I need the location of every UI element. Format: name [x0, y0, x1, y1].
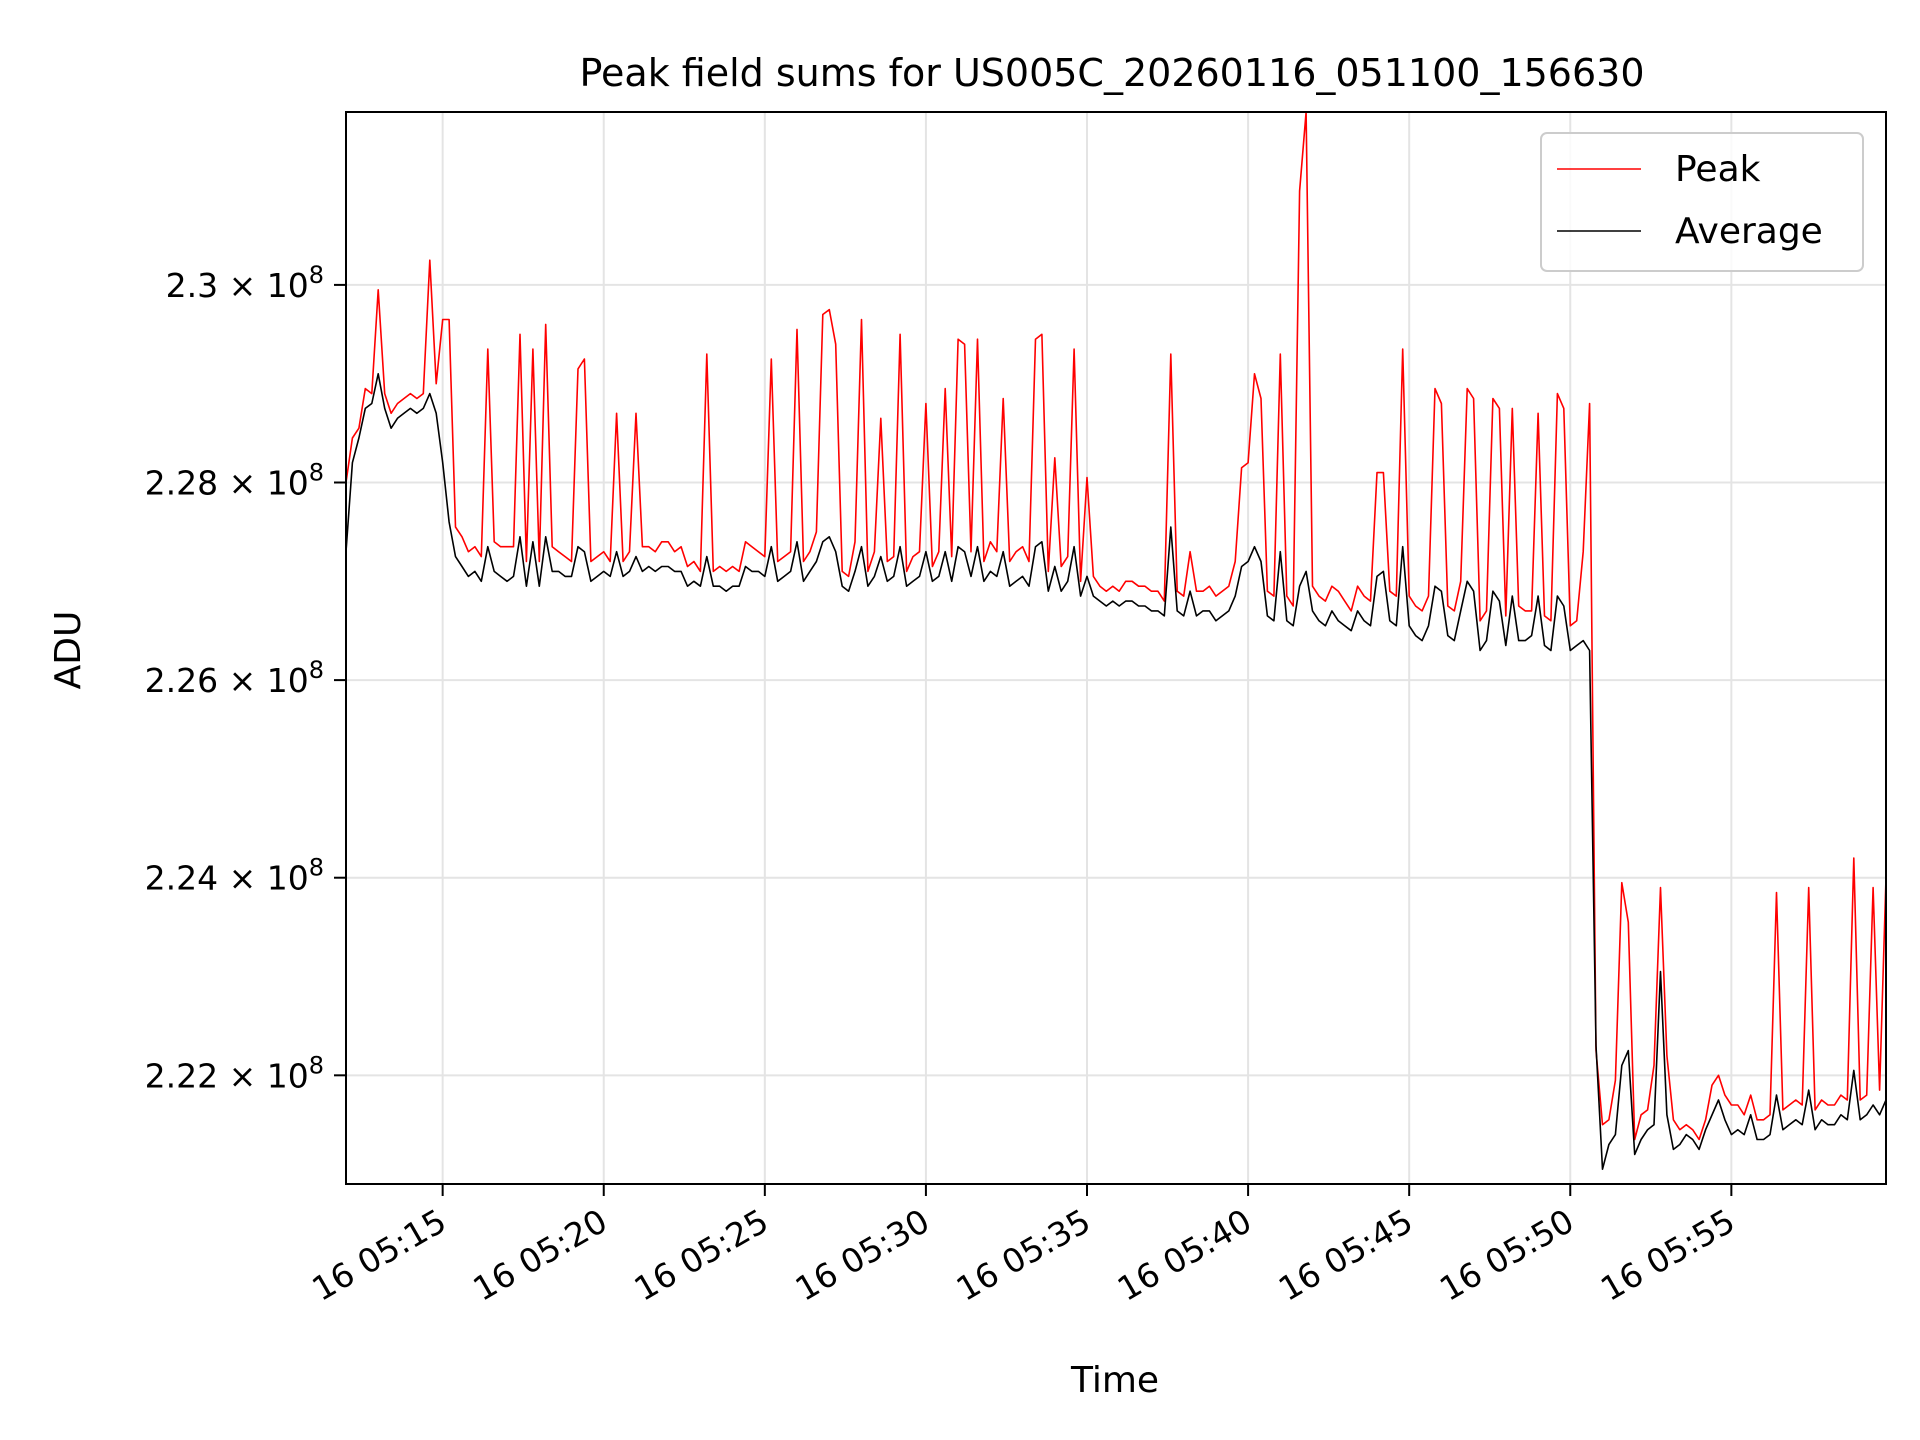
series-line-average: [346, 373, 1886, 1170]
x-axis-label: Time: [1070, 1360, 1159, 1401]
y-axis: 2.22 × 108 2.24 × 108 2.26 × 108 2.28 × 108…: [145, 261, 346, 1095]
y-tick-label: 2.24 × 108: [145, 854, 324, 898]
y-tick-label: 2.22 × 108: [145, 1051, 324, 1095]
series-line-peak: [346, 112, 1886, 1141]
chart-title: Peak field sums for US005C_20260116_0511…: [579, 51, 1644, 95]
legend-label-average: Average: [1675, 211, 1823, 252]
legend: Peak Average: [1540, 132, 1864, 272]
legend-box: [1540, 132, 1864, 272]
series-lines: [346, 112, 1886, 1170]
plot-area-frame: [345, 111, 1887, 1185]
legend-label-peak: Peak: [1675, 149, 1761, 190]
y-tick-label: 2.3 × 108: [166, 261, 324, 305]
y-axis-label: ADU: [48, 611, 89, 690]
y-tick-label: 2.28 × 108: [145, 459, 324, 503]
y-tick-label: 2.26 × 108: [145, 656, 324, 700]
